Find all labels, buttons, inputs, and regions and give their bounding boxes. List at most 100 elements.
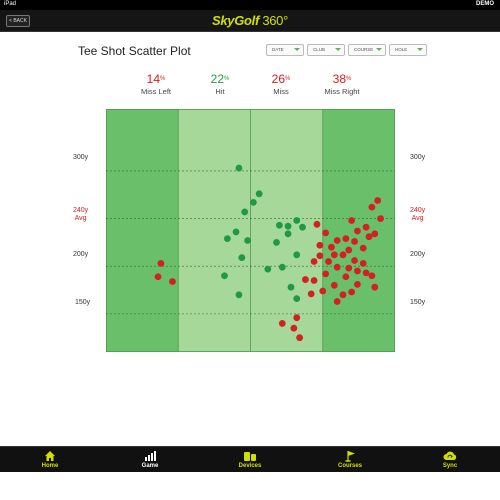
shot-point-1-29 xyxy=(354,267,361,275)
y-label-right-200: 200y xyxy=(410,251,426,258)
shot-point-0-8 xyxy=(273,239,280,246)
shot-point-0-2 xyxy=(249,198,257,206)
shot-point-1-33 xyxy=(302,276,309,283)
shot-point-0-6 xyxy=(232,228,240,236)
shot-point-0-11 xyxy=(293,217,301,224)
shot-point-1-31 xyxy=(322,270,330,278)
shot-point-1-41 xyxy=(348,288,356,296)
shot-point-0-17 xyxy=(235,291,243,299)
shot-point-0-10 xyxy=(284,230,292,238)
shot-point-0-0 xyxy=(235,164,243,172)
shot-point-0-4 xyxy=(276,221,283,229)
plot-border xyxy=(106,109,395,352)
logo-text: SkyGolf xyxy=(211,13,259,28)
tab-game-label: Game xyxy=(141,463,159,469)
logo-number: 360° xyxy=(262,13,289,28)
tab-home[interactable]: Home xyxy=(0,447,100,472)
avg-label-left-text: Avg xyxy=(74,215,87,222)
back-button[interactable]: < BACK xyxy=(6,15,30,27)
hole-filter-label: HOLE xyxy=(395,47,408,52)
scatter-plot xyxy=(106,109,395,352)
stat-miss: 26% Miss xyxy=(251,72,311,96)
shot-point-0-19 xyxy=(293,295,301,303)
chevron-down-icon xyxy=(335,48,341,51)
home-icon xyxy=(0,449,100,462)
tab-bar: Home Game Devices Courses Sync xyxy=(0,446,500,472)
avg-label-right: 240y Avg xyxy=(410,207,425,223)
shot-point-1-12 xyxy=(354,227,361,235)
fairway-zone-1 xyxy=(178,109,251,352)
shot-point-1-32 xyxy=(342,273,350,281)
tab-game[interactable]: Game xyxy=(100,447,200,472)
status-bar: iPad DEMO xyxy=(0,0,500,10)
shot-point-1-25 xyxy=(310,258,318,265)
tab-devices[interactable]: Devices xyxy=(200,447,300,472)
bottom-area xyxy=(0,472,500,500)
stat-miss-label: Miss xyxy=(273,87,289,96)
filter-bar: DATE CLUB COURSE HOLE xyxy=(266,44,427,56)
shot-point-1-21 xyxy=(339,251,347,259)
stat-miss-value: 26% xyxy=(271,72,291,86)
y-label-right-300: 300y xyxy=(410,154,426,161)
hole-filter[interactable]: HOLE xyxy=(389,44,427,56)
shot-point-1-36 xyxy=(354,280,361,288)
shot-point-1-40 xyxy=(333,298,341,305)
shot-point-1-26 xyxy=(325,258,332,265)
stat-miss-left: 14% Miss Left xyxy=(126,72,186,96)
fairway-zone-0 xyxy=(106,109,179,352)
club-filter-label: CLUB xyxy=(313,47,326,52)
shot-point-1-7 xyxy=(362,223,370,231)
shot-point-1-34 xyxy=(310,277,318,284)
shot-point-1-5 xyxy=(377,215,384,222)
demo-label: DEMO xyxy=(476,1,494,7)
shot-point-1-2 xyxy=(169,278,176,285)
shot-point-1-44 xyxy=(293,314,301,322)
shot-point-1-6 xyxy=(348,217,356,224)
date-filter[interactable]: DATE xyxy=(266,44,304,56)
fairway-zone-2 xyxy=(250,109,323,352)
shot-point-0-20 xyxy=(264,265,272,273)
app-header: < BACK SkyGolf 360° xyxy=(0,10,500,32)
sync-icon xyxy=(400,449,500,462)
shot-point-1-43 xyxy=(371,283,379,291)
chevron-down-icon xyxy=(294,48,300,51)
shot-point-0-5 xyxy=(284,222,292,230)
shot-point-1-39 xyxy=(307,290,315,298)
tab-devices-label: Devices xyxy=(238,463,262,469)
course-filter[interactable]: COURSE xyxy=(348,44,386,56)
shot-point-1-15 xyxy=(351,238,358,245)
shot-point-0-9 xyxy=(244,237,252,244)
shot-point-0-14 xyxy=(238,254,246,262)
shot-point-1-13 xyxy=(365,233,373,241)
y-label-left-300: 300y xyxy=(73,154,89,161)
shot-point-1-35 xyxy=(330,281,338,289)
y-label-right-150: 150y xyxy=(410,299,426,306)
tab-courses[interactable]: Courses xyxy=(300,447,400,472)
shot-point-0-12 xyxy=(299,223,306,231)
club-filter[interactable]: CLUB xyxy=(307,44,345,56)
y-label-left-150: 150y xyxy=(75,299,91,306)
shot-point-1-20 xyxy=(330,251,338,259)
shot-point-1-8 xyxy=(313,220,321,228)
shot-point-1-17 xyxy=(328,243,335,251)
tab-sync[interactable]: Sync xyxy=(400,447,500,472)
shot-point-1-10 xyxy=(333,237,341,244)
stat-miss-right: 38% Miss Right xyxy=(312,72,372,96)
tab-sync-label: Sync xyxy=(442,463,458,469)
shot-point-1-1 xyxy=(154,273,162,281)
shot-point-1-19 xyxy=(345,246,353,254)
shot-point-1-38 xyxy=(339,291,347,299)
stat-hit-label: Hit xyxy=(215,87,225,96)
stat-miss-left-label: Miss Left xyxy=(140,87,171,96)
shot-point-1-42 xyxy=(368,272,376,280)
shot-point-1-11 xyxy=(316,241,324,249)
shot-point-1-3 xyxy=(374,197,382,204)
stat-miss-left-value: 14% xyxy=(146,72,166,86)
shot-point-1-24 xyxy=(316,252,324,260)
shot-point-1-37 xyxy=(319,287,327,295)
shot-point-0-7 xyxy=(223,235,231,242)
shot-point-0-16 xyxy=(278,263,286,271)
shot-point-1-14 xyxy=(371,230,379,238)
avg-label-left-yards: 240y xyxy=(73,207,89,214)
stat-miss-right-label: Miss Right xyxy=(324,87,360,96)
